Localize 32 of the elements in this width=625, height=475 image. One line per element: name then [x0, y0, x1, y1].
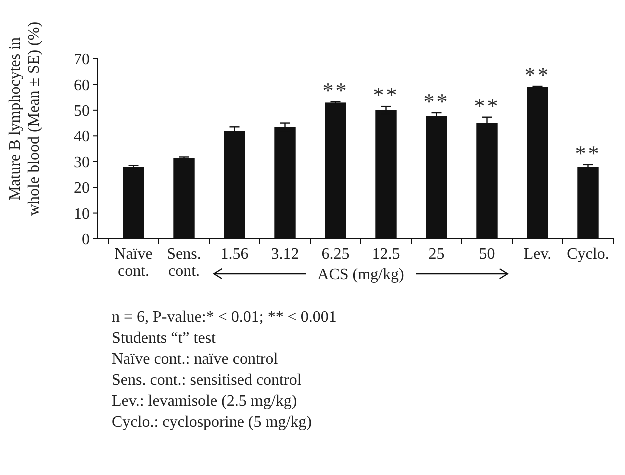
text: Naïve cont.: naïve control: [112, 351, 279, 368]
annotation: **: [322, 78, 349, 103]
y-tick-label: 50: [74, 103, 90, 120]
y-tick-label: 10: [74, 206, 90, 223]
x-tick-label: Lev.: [524, 246, 552, 263]
x-tick-label: 3.12: [271, 246, 300, 263]
annotation: **: [474, 93, 500, 118]
text: Sens. cont.: sensitised control: [112, 372, 302, 389]
x-tick-label: Cyclo.: [567, 246, 610, 263]
annotation: **: [524, 62, 551, 88]
y-tick-label: 30: [74, 154, 90, 172]
y-axis-title: Mature B lymphocytes in whole blood (Mean ± SE) (%): [7, 22, 43, 216]
text: Cyclo.: cyclosporine (5 mg/kg): [112, 414, 312, 431]
y-tick-label: 0: [82, 232, 90, 249]
y-tick-label: 40: [74, 128, 90, 146]
x-tick-label: 25: [428, 246, 445, 263]
y-tick-label: 70: [74, 52, 90, 69]
x-tick-label: 1.56: [220, 246, 249, 263]
y-tick-label: 60: [74, 77, 90, 94]
text: Lev.: levamisole (2.5 mg/kg): [112, 393, 298, 410]
text: n = 6, P-value:* < 0.01; ** < 0.001: [112, 309, 337, 326]
text: Students “t” test: [112, 330, 217, 347]
x-tick-label: Naïve cont.: [114, 246, 153, 280]
x-axis-title: ACS (mg/kg): [318, 266, 404, 284]
x-tick-label: 12.5: [372, 246, 400, 263]
y-tick-label: 20: [74, 180, 90, 198]
x-tick-label: 50: [479, 246, 496, 263]
annotation: **: [424, 89, 450, 114]
annotation: **: [373, 82, 400, 108]
x-tick-label: 6.25: [322, 246, 350, 263]
x-tick-label: Sens. cont.: [167, 246, 202, 280]
annotation: **: [575, 140, 602, 166]
